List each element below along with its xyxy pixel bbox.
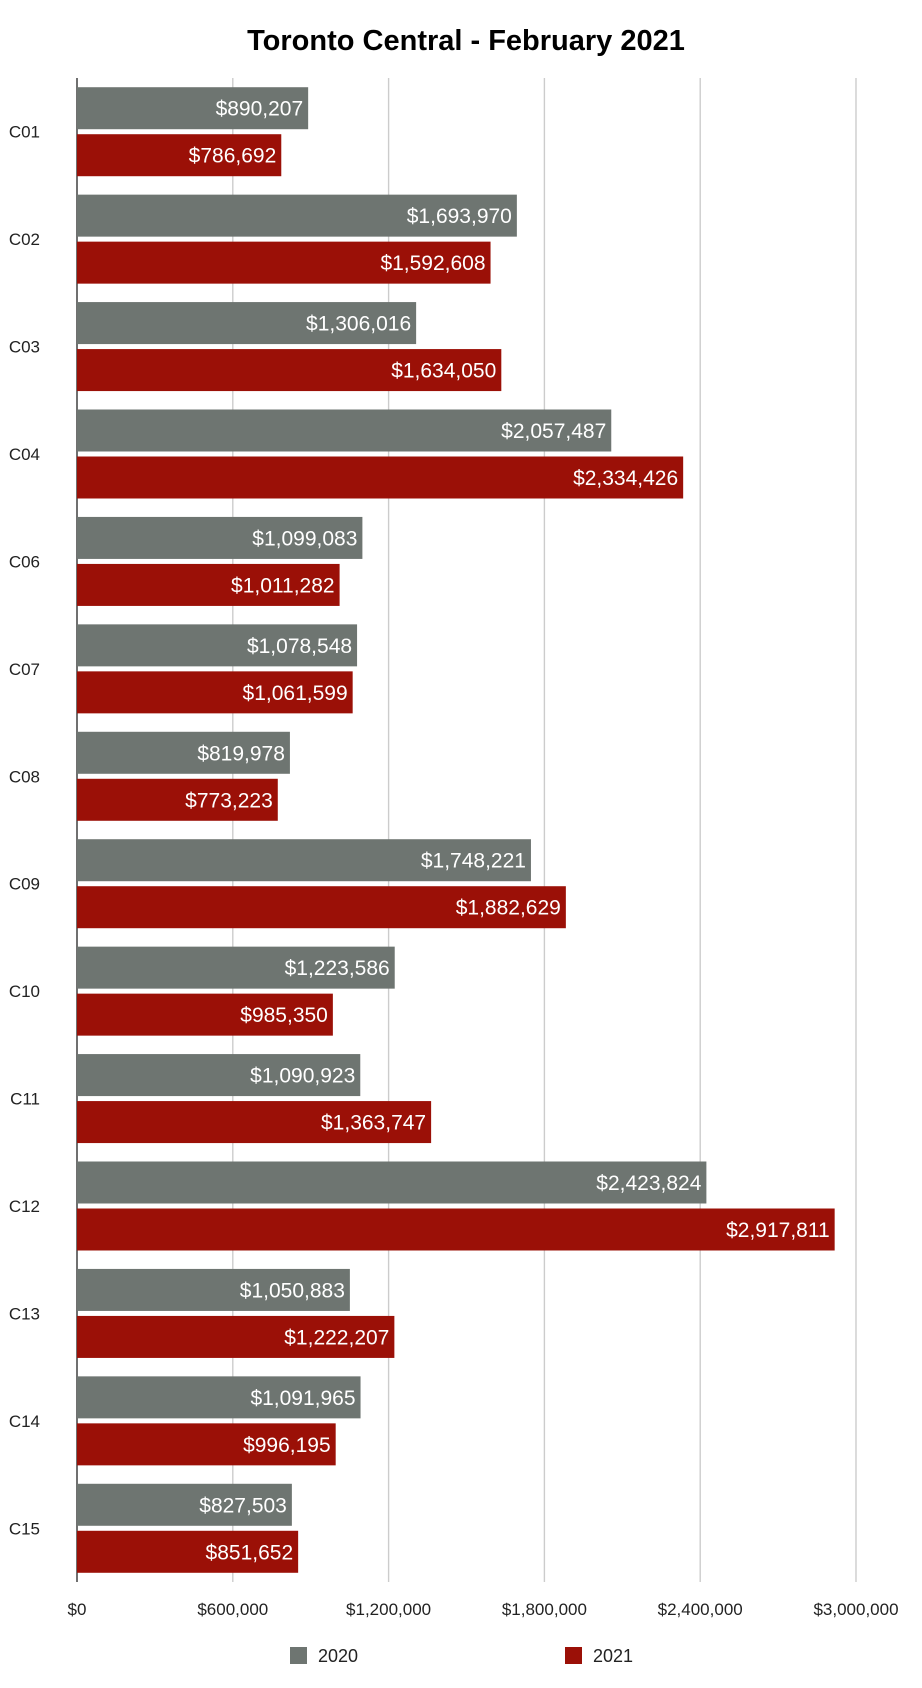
bar-data-label: $2,423,824 <box>596 1172 701 1195</box>
bar-data-label: $996,195 <box>243 1434 331 1457</box>
category-label: C11 <box>10 1090 40 1109</box>
bar-data-label: $827,503 <box>199 1494 287 1517</box>
legend: 2020 2021 <box>290 1646 633 1666</box>
bar-2021-C15 <box>77 1530 299 1573</box>
bar-2020-C11 <box>77 1054 361 1097</box>
bar-2020-C10 <box>77 946 395 989</box>
bar-2021-C14 <box>77 1423 336 1466</box>
legend-label: 2021 <box>593 1646 633 1666</box>
bar-2021-C01 <box>77 134 282 177</box>
bar-data-label: $773,223 <box>185 789 273 812</box>
legend-swatch-2020 <box>290 1647 307 1664</box>
bar-data-label: $2,917,811 <box>726 1219 830 1242</box>
x-tick-label: $1,800,000 <box>502 1600 587 1619</box>
bar-2020-C02 <box>77 194 517 237</box>
legend-swatch-2021 <box>565 1647 582 1664</box>
bar-data-label: $1,222,207 <box>284 1326 389 1349</box>
bar-data-label: $1,090,923 <box>250 1065 355 1088</box>
category-label: C15 <box>9 1519 40 1538</box>
x-tick-label: $3,000,000 <box>813 1600 898 1619</box>
bar-data-label: $2,334,426 <box>573 467 678 490</box>
category-label: C10 <box>9 982 40 1001</box>
bar-data-label: $1,011,282 <box>231 574 335 597</box>
category-label: C06 <box>9 552 40 571</box>
bar-2021-C08 <box>77 778 278 821</box>
bar-data-label: $1,693,970 <box>407 205 512 228</box>
category-label: C09 <box>9 875 40 894</box>
bar-2020-C12 <box>77 1161 707 1204</box>
bar-2020-C15 <box>77 1483 292 1526</box>
bar-data-label: $1,306,016 <box>306 313 411 336</box>
bar-2021-C06 <box>77 563 340 606</box>
category-label: C02 <box>9 230 40 249</box>
bar-data-label: $1,748,221 <box>421 850 526 873</box>
bar-2020-C04 <box>77 409 612 452</box>
bar-2020-C07 <box>77 624 358 667</box>
bar-data-label: $1,363,747 <box>321 1112 426 1135</box>
bar-2021-C11 <box>77 1101 432 1144</box>
category-label: C01 <box>9 123 40 142</box>
bar-2021-C09 <box>77 886 566 929</box>
category-label: C07 <box>9 660 40 679</box>
bar-2021-C12 <box>77 1208 835 1251</box>
bar-data-label: $1,078,548 <box>247 635 352 658</box>
bar-data-label: $851,652 <box>206 1541 294 1564</box>
bar-data-label: $819,978 <box>197 742 285 765</box>
category-label: C08 <box>9 767 40 786</box>
category-axis: C01 C02 C03 C04 C06 C07 C08 C09 C10 C11 C12 C13 C14 C… <box>9 123 40 1539</box>
category-label: C14 <box>9 1412 40 1431</box>
bar-data-label: $985,350 <box>240 1004 328 1027</box>
bar-data-label: $1,050,883 <box>240 1279 345 1302</box>
bar-2020-C03 <box>77 302 417 345</box>
category-label: C12 <box>9 1197 40 1216</box>
category-label: C13 <box>9 1304 40 1323</box>
bar-2021-C03 <box>77 349 502 392</box>
bar-2021-C13 <box>77 1315 395 1358</box>
bar-2020-C01 <box>77 87 309 130</box>
bar-data-label: $890,207 <box>216 98 304 121</box>
value-axis: $0 $600,000 $1,200,000 $1,800,000 $2,400,000… <box>68 1600 899 1619</box>
category-label: C04 <box>9 445 40 464</box>
chart-title: Toronto Central - February 2021 <box>247 25 685 57</box>
bar-2020-C06 <box>77 516 363 559</box>
bar-data-label: $1,061,599 <box>243 682 348 705</box>
bar-2020-C08 <box>77 731 290 774</box>
x-tick-label: $1,200,000 <box>346 1600 431 1619</box>
bar-2021-C07 <box>77 671 353 714</box>
bar-data-label: $2,057,487 <box>501 420 606 443</box>
bar-data-label: $1,882,629 <box>456 897 561 920</box>
bar-2021-C02 <box>77 241 491 284</box>
bar-2021-C10 <box>77 993 333 1036</box>
bars: $890,207 $786,692 $1,693,970 $1,592,608 $1,3… <box>77 87 835 1573</box>
bar-2020-C09 <box>77 839 531 882</box>
bar-data-label: $786,692 <box>189 145 277 168</box>
bar-2021-C04 <box>77 456 684 499</box>
bar-data-label: $1,634,050 <box>391 360 496 383</box>
bar-data-label: $1,099,083 <box>252 527 357 550</box>
x-tick-label: $600,000 <box>197 1600 268 1619</box>
bar-2020-C14 <box>77 1376 361 1419</box>
bar-data-label: $1,592,608 <box>380 252 485 275</box>
x-tick-label: $2,400,000 <box>658 1600 743 1619</box>
bar-data-label: $1,223,586 <box>285 957 390 980</box>
x-tick-label: $0 <box>68 1600 87 1619</box>
bar-data-label: $1,091,965 <box>250 1387 355 1410</box>
legend-label: 2020 <box>318 1646 358 1666</box>
bar-2020-C13 <box>77 1268 350 1311</box>
category-label: C03 <box>9 338 40 357</box>
